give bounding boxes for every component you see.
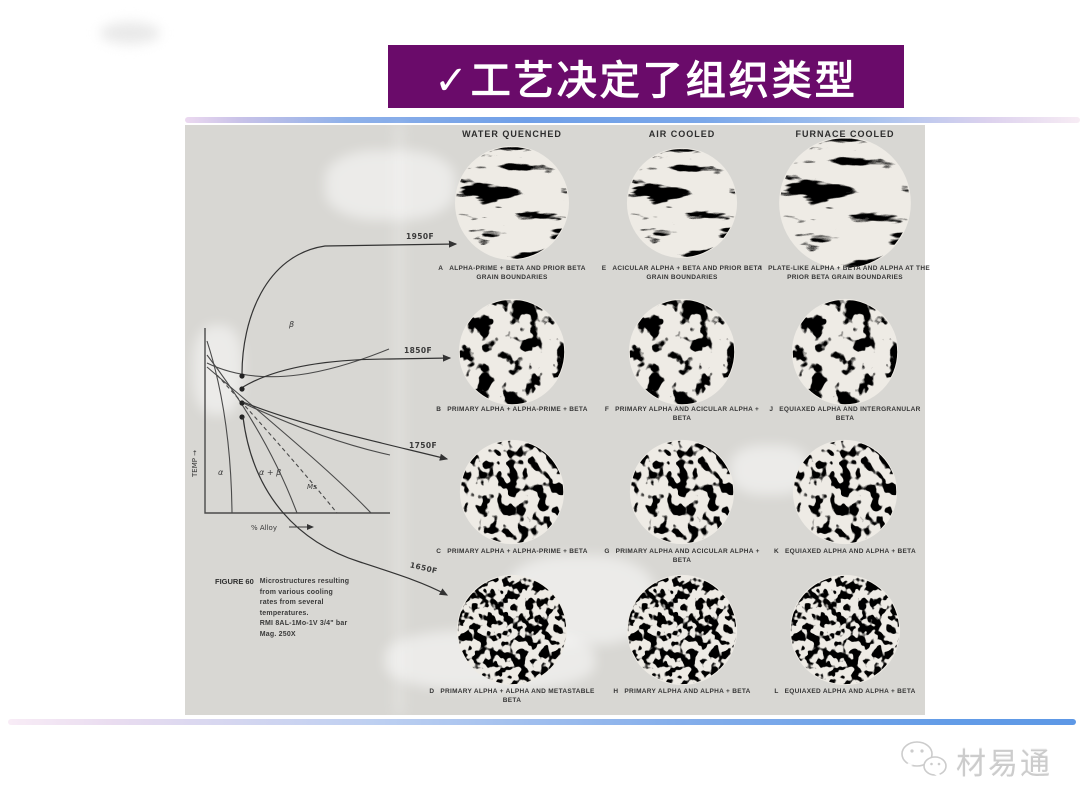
diagram-axes <box>204 328 390 514</box>
column-header-air-cooled: AIR COOLED <box>648 129 716 139</box>
alloy-axis-label: % Alloy <box>251 524 277 532</box>
microstructure-figure: WATER QUENCHED AIR COOLED FURNACE COOLED… <box>185 125 930 715</box>
micrograph-image-B <box>458 298 566 406</box>
temp-label-1650F: 1650F <box>409 560 438 575</box>
scan-fold-line <box>395 125 403 715</box>
micrograph-caption-L: L EQUIAXED ALPHA AND ALPHA + BETA <box>774 688 916 695</box>
bottom-divider-line <box>8 719 1076 725</box>
column-header-furnace-cooled: FURNACE COOLED <box>795 129 895 139</box>
beta-region-label: β <box>288 320 294 329</box>
arrow-1950F <box>241 240 458 375</box>
alpha-region-label: α <box>218 468 224 477</box>
phase-diagram <box>204 328 391 514</box>
micrograph-caption-G: G PRIMARY ALPHA AND ACICULAR ALPHA + BETA <box>604 548 760 564</box>
micrograph-image-J <box>791 298 899 406</box>
mid-cross-curve <box>242 402 391 456</box>
beta-transus-curve <box>206 354 298 514</box>
micrograph-caption-J: J EQUIAXED ALPHA AND INTERGRANULAR BETA <box>769 406 921 422</box>
watermark-text: 材易通 <box>956 747 1052 782</box>
micrograph-caption-F: F PRIMARY ALPHA AND ACICULAR ALPHA + BETA <box>604 406 760 422</box>
micrograph-image-E <box>626 147 738 259</box>
phase-diagram-and-arrows: 1950F 1850F 1750F 1650F TEMP → % Alloy β… <box>191 232 458 596</box>
arrow-1850F <box>242 354 452 388</box>
scan-smudge <box>100 22 160 44</box>
ms-label: Ms <box>307 483 317 491</box>
micrograph-caption-I: I PLATE-LIKE ALPHA + BETA AND ALPHA AT TH… <box>760 265 930 281</box>
top-divider-line <box>185 117 1080 123</box>
micrograph-image-K <box>792 439 898 545</box>
watermark: 材易通 <box>898 738 1052 784</box>
figure-caption-label: FIGURE 60 <box>215 577 254 586</box>
micrograph-caption-H: H PRIMARY ALPHA AND ALPHA + BETA <box>613 688 751 695</box>
temp-label-1750F: 1750F <box>409 441 437 450</box>
arrow-1650F <box>242 416 449 596</box>
micrograph-image-C <box>459 439 565 545</box>
arrow-1750F <box>242 401 449 461</box>
scan-highlight <box>325 150 455 220</box>
cooling-arrows <box>241 240 458 596</box>
column-header-water-quenched: WATER QUENCHED <box>462 129 562 139</box>
alpha-solvus-curve <box>206 340 233 514</box>
micrograph-caption-D: D PRIMARY ALPHA + ALPHA AND METASTABLE BE… <box>429 688 595 704</box>
micrograph-caption-B: B PRIMARY ALPHA + ALPHA-PRIME + BETA <box>436 406 588 413</box>
micrograph-image-G <box>629 439 735 545</box>
temp-label-1950F: 1950F <box>406 232 434 241</box>
figure-caption-text: Microstructures resulting from various c… <box>259 578 350 638</box>
temp-axis-label: TEMP → <box>191 450 199 478</box>
lower-cross-curve <box>206 366 372 514</box>
alpha-beta-region-label: α + β <box>259 468 281 477</box>
figure-caption: FIGURE 60 Microstructures resulting from… <box>215 577 383 640</box>
micrograph-image-A <box>454 145 570 261</box>
micrograph-caption-K: K EQUIAXED ALPHA AND ALPHA + BETA <box>774 548 916 555</box>
micrograph-caption-E: E ACICULAR ALPHA + BETA AND PRIOR BETA GR… <box>601 265 763 281</box>
wechat-icon <box>901 741 947 779</box>
micrograph-image-D <box>456 574 568 686</box>
page-title: ✓工艺决定了组织类型 <box>434 57 858 104</box>
micrograph-caption-C: C PRIMARY ALPHA + ALPHA-PRIME + BETA <box>436 548 588 555</box>
temp-label-1850F: 1850F <box>404 346 432 355</box>
micrograph-caption-A: A ALPHA-PRIME + BETA AND PRIOR BETA GRAIN… <box>438 265 586 281</box>
micrograph-image-L <box>789 574 901 686</box>
micrograph-image-F <box>628 298 736 406</box>
micrograph-image-I <box>779 137 911 269</box>
upper-sweep-curve <box>206 348 390 378</box>
ms-line <box>216 374 338 514</box>
title-banner: ✓工艺决定了组织类型 <box>388 45 904 108</box>
micrograph-image-H <box>626 574 738 686</box>
